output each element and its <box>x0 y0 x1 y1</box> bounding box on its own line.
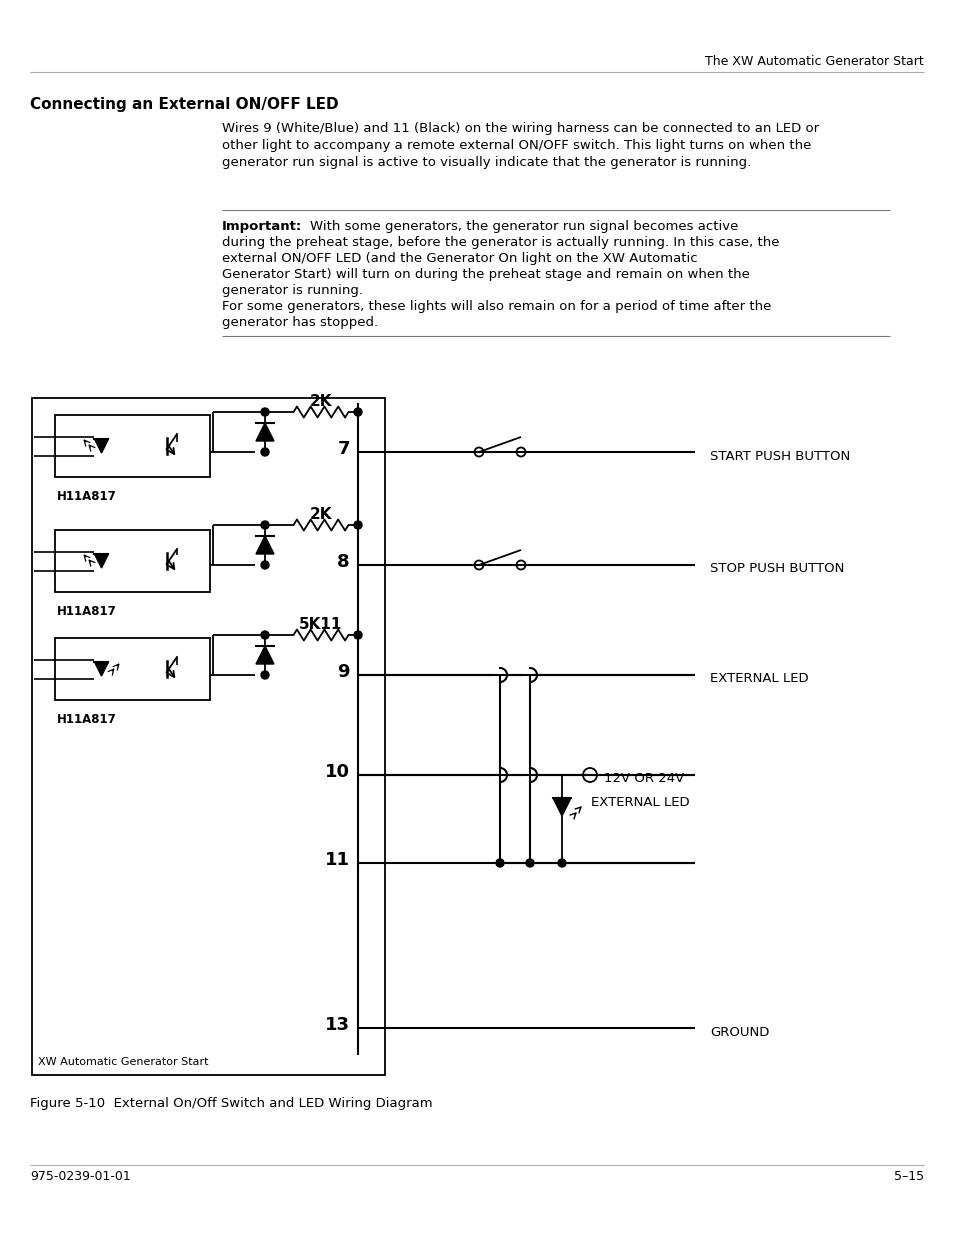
Text: 975-0239-01-01: 975-0239-01-01 <box>30 1170 131 1183</box>
Text: other light to accompany a remote external ON/OFF switch. This light turns on wh: other light to accompany a remote extern… <box>222 140 810 152</box>
Text: Connecting an External ON/OFF LED: Connecting an External ON/OFF LED <box>30 98 338 112</box>
Circle shape <box>558 860 565 867</box>
Text: generator has stopped.: generator has stopped. <box>222 316 377 329</box>
Polygon shape <box>255 536 274 555</box>
Text: For some generators, these lights will also remain on for a period of time after: For some generators, these lights will a… <box>222 300 771 312</box>
Text: during the preheat stage, before the generator is actually running. In this case: during the preheat stage, before the gen… <box>222 236 779 249</box>
Text: H11A817: H11A817 <box>57 490 116 503</box>
Text: 5K11: 5K11 <box>299 618 342 632</box>
Text: 10: 10 <box>325 763 350 781</box>
Polygon shape <box>94 438 109 453</box>
Text: H11A817: H11A817 <box>57 605 116 618</box>
Circle shape <box>496 860 503 867</box>
Text: Figure 5-10  External On/Off Switch and LED Wiring Diagram: Figure 5-10 External On/Off Switch and L… <box>30 1097 432 1110</box>
Text: 11: 11 <box>325 851 350 869</box>
Circle shape <box>354 631 361 638</box>
Circle shape <box>354 521 361 529</box>
Bar <box>55 530 210 592</box>
Text: Generator Start) will turn on during the preheat stage and remain on when the: Generator Start) will turn on during the… <box>222 268 749 282</box>
Circle shape <box>261 448 269 456</box>
Text: STOP PUSH BUTTON: STOP PUSH BUTTON <box>709 562 843 576</box>
Text: EXTERNAL LED: EXTERNAL LED <box>709 673 808 685</box>
Text: EXTERNAL LED: EXTERNAL LED <box>590 797 689 809</box>
Polygon shape <box>553 798 571 816</box>
Text: XW Automatic Generator Start: XW Automatic Generator Start <box>38 1057 209 1067</box>
Text: 8: 8 <box>337 553 350 571</box>
Polygon shape <box>94 662 109 676</box>
Circle shape <box>261 631 269 638</box>
Text: START PUSH BUTTON: START PUSH BUTTON <box>709 450 849 462</box>
Bar <box>55 415 210 477</box>
Text: generator is running.: generator is running. <box>222 284 363 296</box>
Text: 7: 7 <box>337 440 350 458</box>
Text: Important:: Important: <box>222 220 302 233</box>
Text: 9: 9 <box>337 663 350 680</box>
Bar <box>32 398 385 1074</box>
Text: 2K: 2K <box>310 394 332 409</box>
Bar <box>55 638 210 700</box>
Text: external ON/OFF LED (and the Generator On light on the XW Automatic: external ON/OFF LED (and the Generator O… <box>222 252 697 266</box>
Text: 13: 13 <box>325 1016 350 1034</box>
Polygon shape <box>255 424 274 441</box>
Polygon shape <box>94 555 109 568</box>
Text: With some generators, the generator run signal becomes active: With some generators, the generator run … <box>310 220 738 233</box>
Circle shape <box>525 860 534 867</box>
Text: 12V OR 24V: 12V OR 24V <box>603 773 683 785</box>
Text: GROUND: GROUND <box>709 1025 768 1039</box>
Text: generator run signal is active to visually indicate that the generator is runnin: generator run signal is active to visual… <box>222 156 750 169</box>
Text: The XW Automatic Generator Start: The XW Automatic Generator Start <box>704 56 923 68</box>
Text: 5–15: 5–15 <box>893 1170 923 1183</box>
Circle shape <box>261 521 269 529</box>
Circle shape <box>261 671 269 679</box>
Circle shape <box>261 561 269 569</box>
Polygon shape <box>255 646 274 664</box>
Text: 2K: 2K <box>310 508 332 522</box>
Text: H11A817: H11A817 <box>57 713 116 726</box>
Circle shape <box>261 408 269 416</box>
Circle shape <box>354 408 361 416</box>
Text: Wires 9 (White/Blue) and 11 (Black) on the wiring harness can be connected to an: Wires 9 (White/Blue) and 11 (Black) on t… <box>222 122 819 135</box>
